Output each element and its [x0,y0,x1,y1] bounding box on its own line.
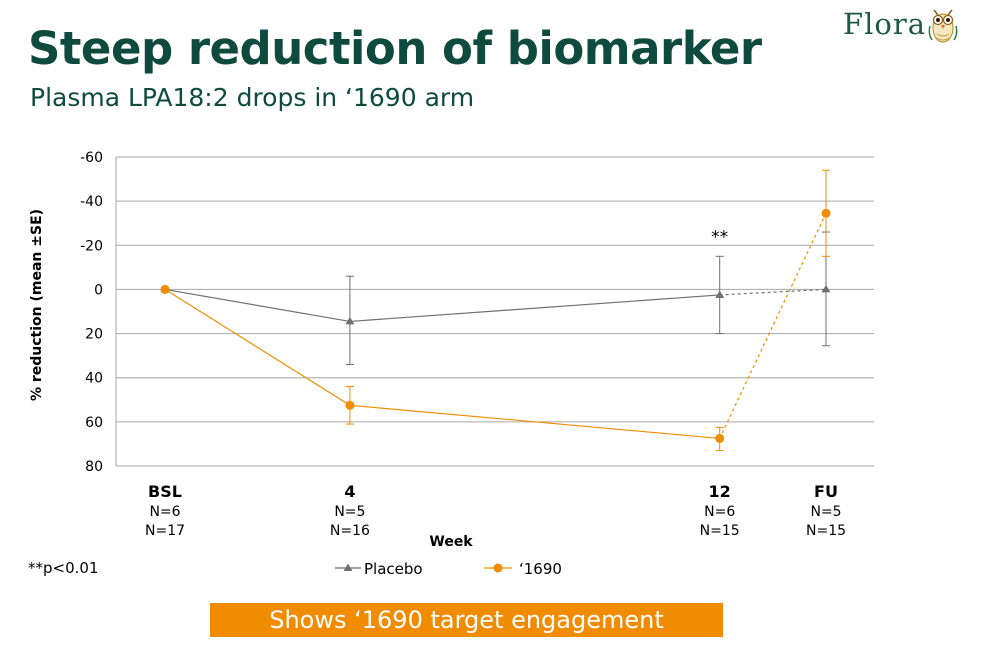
x-category-label: 12 [709,482,731,501]
y-tick-label: 80 [85,459,103,475]
slide-title: Steep reduction of biomarker [28,22,762,75]
y-tick-label: -60 [80,150,103,166]
data-point-circle [821,208,831,218]
series-line-segment [164,288,351,406]
logo-text: Flora [843,7,927,41]
series-drug [160,169,831,452]
y-tick-label: 20 [85,327,103,343]
x-n-placebo-label: N=6 [704,504,735,520]
data-point-circle [160,284,170,294]
y-tick-label: 60 [85,415,103,431]
y-tick-labels: -60 -40 -20 0 20 40 60 80 [80,150,103,475]
biomarker-chart: -60 -40 -20 0 20 40 60 80 BSL N=6 N=17 4 N=5 N=16 12 N… [29,150,874,578]
legend-drug-circle-icon [493,563,503,573]
legend-placebo: Placebo [335,560,423,578]
series-line-segment [349,404,720,440]
data-point-triangle [821,284,831,293]
data-point-triangle [345,316,355,325]
flora-logo: Flora [843,4,958,44]
data-point-circle [345,400,355,410]
data-point-circle [715,433,725,443]
series-line-segment [719,213,827,439]
series [160,169,831,452]
y-tick-label: -40 [80,194,103,210]
gridlines [115,156,874,467]
legend-drug-label: ‘1690 [519,560,562,578]
annotations: ** [711,227,728,247]
legend-drug: ‘1690 [484,560,562,578]
series-line-segment [164,288,350,323]
legend-placebo-triangle-icon [343,563,353,571]
x-axis-title: Week [429,534,473,550]
x-category-labels: BSL N=6 N=17 4 N=5 N=16 12 N=6 N=15 FU N=5 N=15 [145,482,846,539]
y-axis-title: % reduction (mean ±SE) [29,209,45,401]
series-line-segment [349,294,720,323]
series-line-segment [719,288,827,296]
x-n-placebo-label: N=5 [810,504,841,520]
x-category-label: BSL [148,482,182,501]
x-n-drug-label: N=15 [806,523,846,539]
x-n-drug-label: N=17 [145,523,185,539]
x-n-placebo-label: N=5 [334,504,365,520]
x-category-label: FU [814,482,838,501]
x-n-placebo-label: N=6 [149,504,180,520]
owl-icon [928,9,958,43]
y-tick-label: 0 [94,282,103,298]
target-engagement-banner: Shows ‘1690 target engagement [210,603,723,637]
data-point-triangle [715,290,725,298]
significance-marker: ** [711,227,728,247]
slide-subtitle: Plasma LPA18:2 drops in ‘1690 arm [30,83,475,112]
x-n-drug-label: N=15 [700,523,740,539]
y-tick-label: -20 [80,238,103,254]
legend: Placebo ‘1690 [335,560,562,578]
y-tick-label: 40 [85,371,103,387]
x-n-drug-label: N=16 [330,523,370,539]
series-placebo [160,231,831,365]
legend-placebo-label: Placebo [364,560,423,578]
x-category-label: 4 [344,482,355,501]
significance-footnote: **p<0.01 [28,559,99,577]
